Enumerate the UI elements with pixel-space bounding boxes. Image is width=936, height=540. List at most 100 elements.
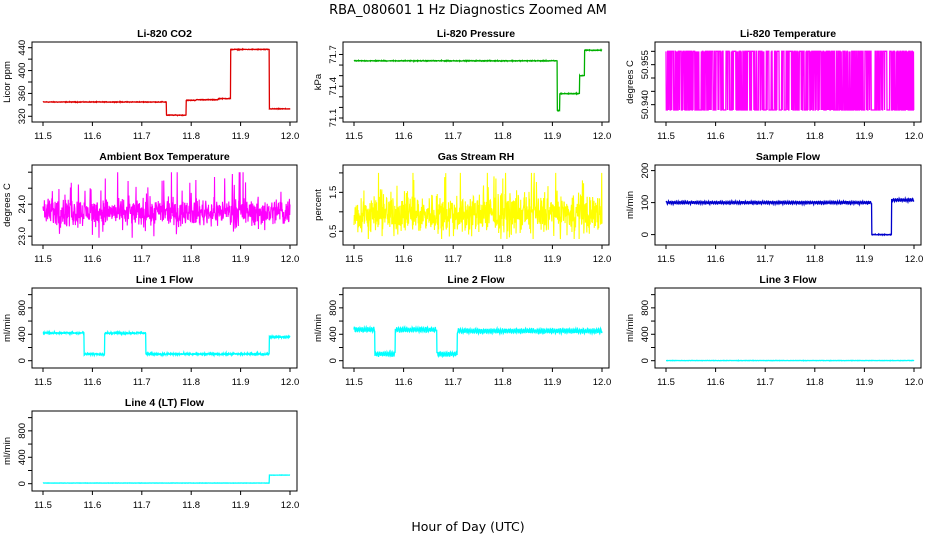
x-tick-label: 12.0 bbox=[905, 377, 924, 388]
y-tick-label: 23.0 bbox=[17, 227, 28, 246]
y-tick-label: 71.1 bbox=[328, 109, 339, 128]
panel-title: Line 4 (LT) Flow bbox=[125, 397, 205, 409]
plot-frame bbox=[342, 164, 610, 246]
y-tick-label: 0 bbox=[17, 358, 28, 363]
panel-rh: Gas Stream RH percent 0.5 1.5 11.5 11.6 11.7 11… bbox=[313, 151, 611, 265]
panel-line1: Line 1 Flow ml/min 0 400 800 11.5 11.6 11.7 11.8… bbox=[2, 274, 299, 388]
y-tick-label: 320 bbox=[17, 108, 28, 124]
x-tick-label: 11.7 bbox=[133, 131, 151, 142]
y-tick-label: 800 bbox=[640, 300, 651, 316]
panel-line4: Line 4 (LT) Flow ml/min 0 400 800 11.5 11.6 11.… bbox=[2, 397, 299, 511]
x-tick-label: 11.6 bbox=[84, 500, 102, 511]
x-tick-label: 12.0 bbox=[593, 254, 612, 265]
x-tick-label: 11.8 bbox=[806, 377, 824, 388]
y-tick-label: 800 bbox=[17, 423, 28, 439]
series-line-line2 bbox=[353, 324, 603, 359]
x-tick-label: 11.8 bbox=[494, 131, 512, 142]
y-tick-label: 400 bbox=[640, 326, 651, 342]
x-tick-label: 11.5 bbox=[657, 131, 675, 142]
y-axis-label: ml/min bbox=[313, 314, 324, 342]
panel-title: Line 3 Flow bbox=[759, 274, 817, 286]
x-tick-label: 12.0 bbox=[281, 254, 300, 265]
panel-pressure: Li-820 Pressure kPa 71.1 71.4 71.7 11.5 11.6 11… bbox=[313, 28, 611, 142]
plot-frame bbox=[654, 41, 922, 123]
x-tick-label: 11.5 bbox=[345, 377, 363, 388]
y-tick-label: 400 bbox=[17, 449, 28, 465]
y-tick-label: 0 bbox=[17, 481, 28, 486]
y-axis-label: degrees C bbox=[625, 60, 636, 104]
panel-licor_temp: Li-820 Temperature degrees C 50.940 50.955 1… bbox=[625, 28, 923, 142]
series-line-sample_flow bbox=[665, 196, 915, 237]
y-tick-label: 71.4 bbox=[328, 77, 339, 96]
x-tick-label: 11.6 bbox=[395, 254, 413, 265]
y-axis-label: ml/min bbox=[2, 314, 13, 342]
y-axis-label: Licor ppm bbox=[2, 61, 13, 103]
y-tick-label: 400 bbox=[17, 63, 28, 79]
panel-sample_flow: Sample Flow ml/min 0 100 200 11.5 11.6 11.7 11.8… bbox=[625, 151, 923, 265]
x-tick-label: 11.6 bbox=[707, 254, 725, 265]
x-tick-label: 11.6 bbox=[395, 377, 413, 388]
x-tick-label: 11.8 bbox=[182, 254, 200, 265]
x-tick-label: 11.7 bbox=[444, 131, 462, 142]
y-tick-label: 400 bbox=[328, 326, 339, 342]
panel-title: Sample Flow bbox=[756, 151, 821, 163]
y-tick-label: 0 bbox=[640, 232, 651, 237]
plot-frame bbox=[342, 41, 610, 123]
x-tick-label: 11.6 bbox=[395, 131, 413, 142]
y-tick-label: 360 bbox=[17, 85, 28, 101]
x-tick-label: 11.8 bbox=[806, 254, 824, 265]
y-tick-label: 400 bbox=[17, 326, 28, 342]
x-tick-label: 12.0 bbox=[281, 500, 300, 511]
plot-frame bbox=[31, 41, 298, 123]
x-tick-label: 11.8 bbox=[494, 254, 512, 265]
y-tick-label: 71.7 bbox=[328, 45, 339, 64]
x-tick-label: 11.8 bbox=[806, 131, 824, 142]
y-axis-label: kPa bbox=[313, 73, 324, 90]
plot-frame bbox=[654, 164, 922, 246]
x-tick-label: 11.7 bbox=[444, 254, 462, 265]
panel-box_temp: Ambient Box Temperature degrees C 23.0 24.0… bbox=[2, 151, 299, 265]
y-axis-label: ml/min bbox=[625, 191, 636, 219]
y-tick-label: 24.0 bbox=[17, 195, 28, 214]
y-axis-label: ml/min bbox=[625, 314, 636, 342]
x-tick-label: 11.5 bbox=[34, 254, 52, 265]
panel-title: Li-820 Pressure bbox=[437, 28, 515, 40]
x-tick-label: 11.9 bbox=[232, 131, 250, 142]
x-tick-label: 11.9 bbox=[544, 377, 562, 388]
y-axis-label: ml/min bbox=[2, 437, 13, 465]
panel-line3: Line 3 Flow ml/min 0 400 800 11.5 11.6 11.7 11.8… bbox=[625, 274, 923, 388]
x-tick-label: 11.5 bbox=[657, 254, 675, 265]
y-axis-label: degrees C bbox=[2, 183, 13, 227]
y-tick-label: 800 bbox=[328, 300, 339, 316]
x-tick-label: 11.7 bbox=[756, 131, 774, 142]
panel-title: Li-820 Temperature bbox=[740, 28, 836, 40]
plot-frame bbox=[654, 287, 922, 369]
x-tick-label: 11.6 bbox=[84, 377, 102, 388]
x-tick-label: 11.9 bbox=[856, 377, 874, 388]
y-tick-label: 200 bbox=[640, 163, 651, 179]
y-tick-label: 0 bbox=[328, 358, 339, 363]
x-tick-label: 11.8 bbox=[182, 500, 200, 511]
x-tick-label: 12.0 bbox=[905, 254, 924, 265]
x-tick-label: 12.0 bbox=[593, 377, 612, 388]
series-line-licor_temp bbox=[665, 50, 915, 111]
y-tick-label: 0.5 bbox=[328, 225, 339, 238]
x-tick-label: 11.9 bbox=[544, 131, 562, 142]
x-tick-label: 11.7 bbox=[133, 254, 151, 265]
x-tick-label: 11.7 bbox=[444, 377, 462, 388]
plot-frame bbox=[31, 410, 298, 492]
series-line-line4 bbox=[42, 474, 291, 484]
x-tick-label: 11.5 bbox=[345, 131, 363, 142]
y-tick-label: 1.5 bbox=[328, 186, 339, 199]
x-tick-label: 11.6 bbox=[707, 377, 725, 388]
x-tick-label: 11.9 bbox=[232, 500, 250, 511]
x-tick-label: 11.9 bbox=[856, 131, 874, 142]
x-tick-label: 11.5 bbox=[345, 254, 363, 265]
panel-title: Ambient Box Temperature bbox=[99, 151, 230, 163]
x-tick-label: 11.8 bbox=[182, 377, 200, 388]
panel-title: Line 1 Flow bbox=[136, 274, 194, 286]
panel-title: Li-820 CO2 bbox=[137, 28, 192, 40]
y-tick-label: 440 bbox=[17, 40, 28, 56]
x-tick-label: 11.6 bbox=[84, 131, 102, 142]
